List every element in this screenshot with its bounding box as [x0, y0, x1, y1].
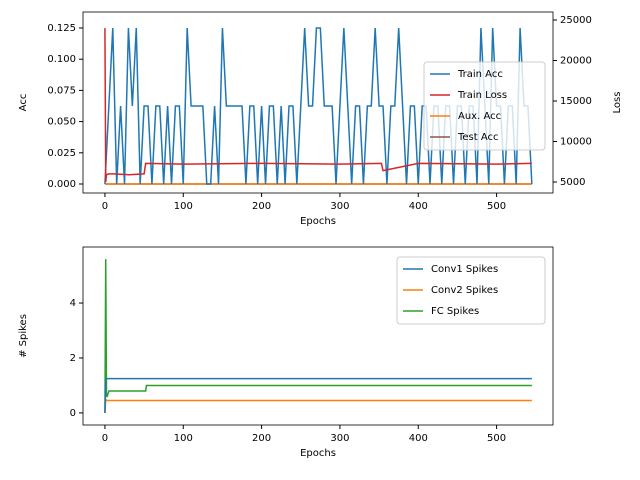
x-tick-label: 400: [409, 433, 428, 444]
y-tick-label: 4: [70, 298, 76, 309]
series-line: [104, 28, 532, 183]
series-line: [104, 396, 532, 413]
y2-tick-label: 5000: [560, 177, 585, 188]
y-tick-label: 0: [70, 408, 76, 419]
y2-axis-label: Loss: [612, 92, 623, 114]
y-tick-label: 0.100: [47, 54, 76, 65]
series-line: [104, 259, 532, 413]
x-tick-label: 300: [330, 433, 349, 444]
legend-box: [423, 61, 546, 151]
y-tick-label: 0.075: [47, 85, 76, 96]
legend-label: Train Acc: [457, 69, 503, 80]
x-axis-label: Epochs: [300, 448, 336, 459]
x-tick-label: 400: [409, 201, 428, 212]
legend-label: Aux. Acc: [458, 111, 501, 122]
x-tick-label: 300: [330, 201, 349, 212]
y-tick-label: 0.025: [47, 148, 76, 159]
x-tick-label: 500: [487, 201, 506, 212]
y2-tick-label: 20000: [560, 56, 592, 67]
x-tick-label: 0: [102, 433, 108, 444]
legend-label: FC Spikes: [431, 306, 479, 317]
series-line: [104, 377, 532, 413]
legend-label: Conv2 Spikes: [431, 285, 498, 296]
x-tick-label: 0: [102, 201, 108, 212]
x-tick-label: 100: [174, 433, 193, 444]
x-tick-label: 200: [252, 201, 271, 212]
x-tick-label: 100: [174, 201, 193, 212]
y-tick-label: 0.050: [47, 117, 76, 128]
y2-tick-label: 25000: [560, 15, 592, 26]
legend-box: [396, 256, 546, 325]
legend-label: Conv1 Spikes: [431, 264, 498, 275]
x-tick-label: 500: [487, 433, 506, 444]
axes-frame: [82, 246, 554, 426]
y-axis-label: Acc: [18, 94, 29, 112]
y2-tick-label: 15000: [560, 96, 592, 107]
x-tick-label: 200: [252, 433, 271, 444]
legend-label: Train Loss: [457, 90, 507, 101]
legend-label: Test Acc: [457, 132, 499, 143]
axes-frame: [82, 11, 554, 194]
y-tick-label: 0.125: [47, 23, 76, 34]
y-tick-label: 2: [70, 353, 76, 364]
y-axis-label: # Spikes: [18, 314, 29, 358]
y2-tick-label: 10000: [560, 136, 592, 147]
y-tick-label: 0.000: [47, 179, 76, 190]
x-axis-label: Epochs: [300, 216, 336, 227]
